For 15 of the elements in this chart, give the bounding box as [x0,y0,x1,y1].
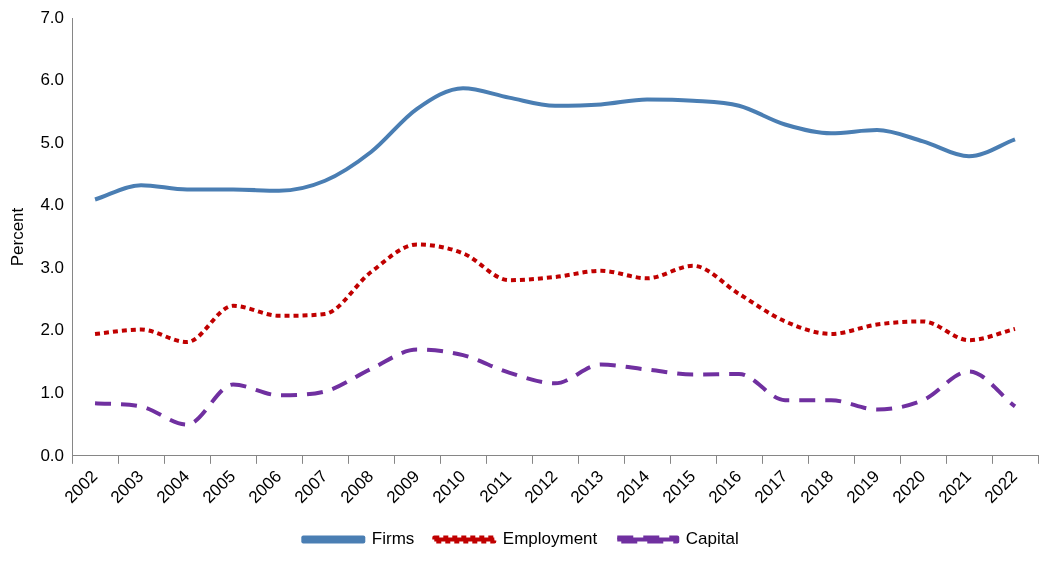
legend-label: Employment [502,529,598,549]
y-tick-label: 5.0 [40,132,65,152]
y-tick-label: 7.0 [40,7,65,27]
legend-label: Capital [685,529,739,549]
y-tick-label: 3.0 [40,257,65,277]
y-tick-label: 1.0 [40,383,65,402]
line-series [93,347,1017,427]
line-series [93,86,1017,202]
legend-label: Firms [371,529,415,549]
y-tick-label: 6.0 [40,70,65,90]
line-series [93,242,1017,345]
y-axis-title: Percent [7,207,27,267]
y-tick-label: 2.0 [40,320,65,340]
y-tick-label: 0.0 [40,445,65,465]
y-tick-label: 4.0 [40,195,65,215]
